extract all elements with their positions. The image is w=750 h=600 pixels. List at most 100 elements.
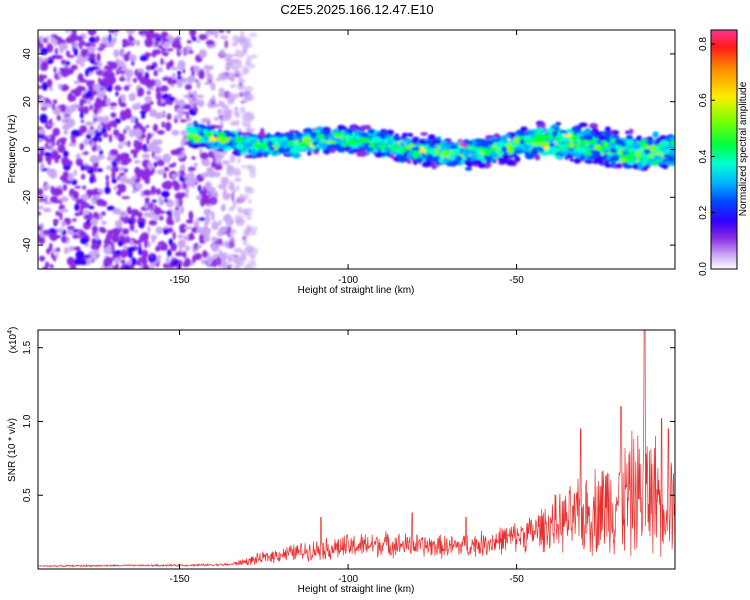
heatmap-cell (109, 149, 119, 156)
heatmap-cell (659, 140, 670, 147)
heatmap-cell (205, 39, 215, 46)
heatmap-cell (133, 128, 143, 138)
heatmap-cell (55, 253, 59, 258)
heatmap-cell (96, 52, 101, 63)
heatmap-cell (399, 157, 406, 163)
heatmap-cell (91, 90, 98, 96)
heatmap-cell (198, 49, 207, 58)
heatmap-cell (57, 228, 64, 234)
heatmap-cell (55, 210, 60, 216)
heatmap-cell (625, 130, 630, 134)
heatmap-cell (176, 81, 183, 88)
heatmap-cell (56, 188, 63, 196)
heatmap-cell (646, 136, 654, 140)
heatmap-cell (102, 80, 111, 89)
heatmap-cell (134, 182, 143, 190)
heatmap-cell (418, 138, 426, 144)
heatmap-cell (655, 151, 663, 156)
heatmap-cell (180, 192, 186, 197)
heatmap-cell (183, 77, 188, 84)
heatmap-cell (157, 254, 162, 260)
heatmap-cell (491, 152, 498, 159)
heatmap-cell (75, 198, 85, 205)
heatmap-cell (75, 57, 82, 65)
heatmap-cell (210, 82, 216, 91)
heatmap-cell (115, 91, 119, 97)
heatmap-cell (367, 128, 376, 134)
heatmap-cell (118, 96, 122, 106)
heatmap-cell (238, 82, 243, 86)
heatmap-cell (177, 239, 186, 249)
heatmap-cell (53, 66, 57, 74)
heatmap-cell (144, 95, 153, 103)
heatmap-cell (72, 234, 79, 239)
heatmap-cell (60, 104, 67, 113)
heatmap-cell (65, 68, 74, 75)
heatmap-cell (139, 110, 147, 115)
heatmap-cell (216, 231, 223, 237)
heatmap-cell (89, 155, 99, 164)
heatmap-cell (268, 146, 275, 151)
heatmap-cell (247, 63, 256, 69)
heatmap-cell (219, 35, 229, 40)
heatmap-cell (431, 162, 438, 170)
heatmap-cell (578, 131, 586, 136)
heatmap-cell (42, 266, 48, 269)
heatmap-cell (371, 137, 377, 143)
heatmap-cell (260, 128, 265, 133)
heatmap-cell (211, 220, 219, 231)
heatmap-cell (208, 141, 217, 145)
heatmap-cell (178, 248, 183, 253)
heatmap-cell (123, 85, 130, 91)
heatmap-cell (243, 230, 250, 237)
heatmap-cell (245, 165, 252, 169)
heatmap-cell (184, 191, 189, 199)
x-tick-label: -150 (170, 275, 190, 286)
heatmap-cell (144, 203, 149, 209)
heatmap-cell (244, 185, 252, 194)
heatmap-cell (188, 166, 196, 172)
heatmap-cell (161, 47, 166, 52)
heatmap-cell (157, 67, 164, 73)
heatmap-cell (81, 173, 86, 180)
heatmap-cell (171, 180, 179, 187)
heatmap-cell (231, 59, 237, 65)
heatmap-cell (169, 84, 175, 88)
heatmap-cell (225, 193, 233, 198)
heatmap-cell (157, 130, 165, 135)
heatmap-cell (138, 30, 145, 36)
y-tick-label: 40 (22, 48, 33, 60)
heatmap-cell (78, 231, 87, 236)
heatmap-cell (199, 190, 207, 196)
heatmap-cell (440, 144, 450, 149)
heatmap-cell (625, 139, 635, 145)
heatmap-cell (633, 143, 641, 150)
heatmap-cell (147, 161, 153, 171)
heatmap-cell (208, 100, 212, 104)
heatmap-cell (241, 114, 251, 121)
heatmap-cell (53, 39, 58, 47)
heatmap-cell (382, 131, 389, 136)
heatmap-cell (160, 58, 164, 65)
heatmap-cell (223, 58, 233, 62)
heatmap-cell (177, 154, 182, 159)
heatmap-cell (358, 150, 367, 157)
heatmap-cell (68, 54, 75, 58)
heatmap-cell (600, 140, 608, 144)
heatmap-cell (464, 167, 473, 171)
heatmap-cell (607, 143, 617, 147)
heatmap-cell (639, 140, 649, 147)
heatmap-cell (118, 142, 123, 150)
heatmap-cell (160, 85, 169, 92)
heatmap-cell (158, 215, 164, 221)
heatmap-cell (153, 161, 157, 168)
heatmap-cell (71, 30, 77, 34)
heatmap-cell (94, 37, 101, 42)
heatmap-cell (133, 240, 141, 245)
heatmap-cell (204, 132, 213, 138)
heatmap-cell (208, 150, 215, 159)
colorbar-tick-label: 0.2 (698, 205, 709, 219)
heatmap-cell (80, 203, 84, 213)
heatmap-cell (238, 37, 245, 44)
heatmap-cell (231, 42, 239, 47)
